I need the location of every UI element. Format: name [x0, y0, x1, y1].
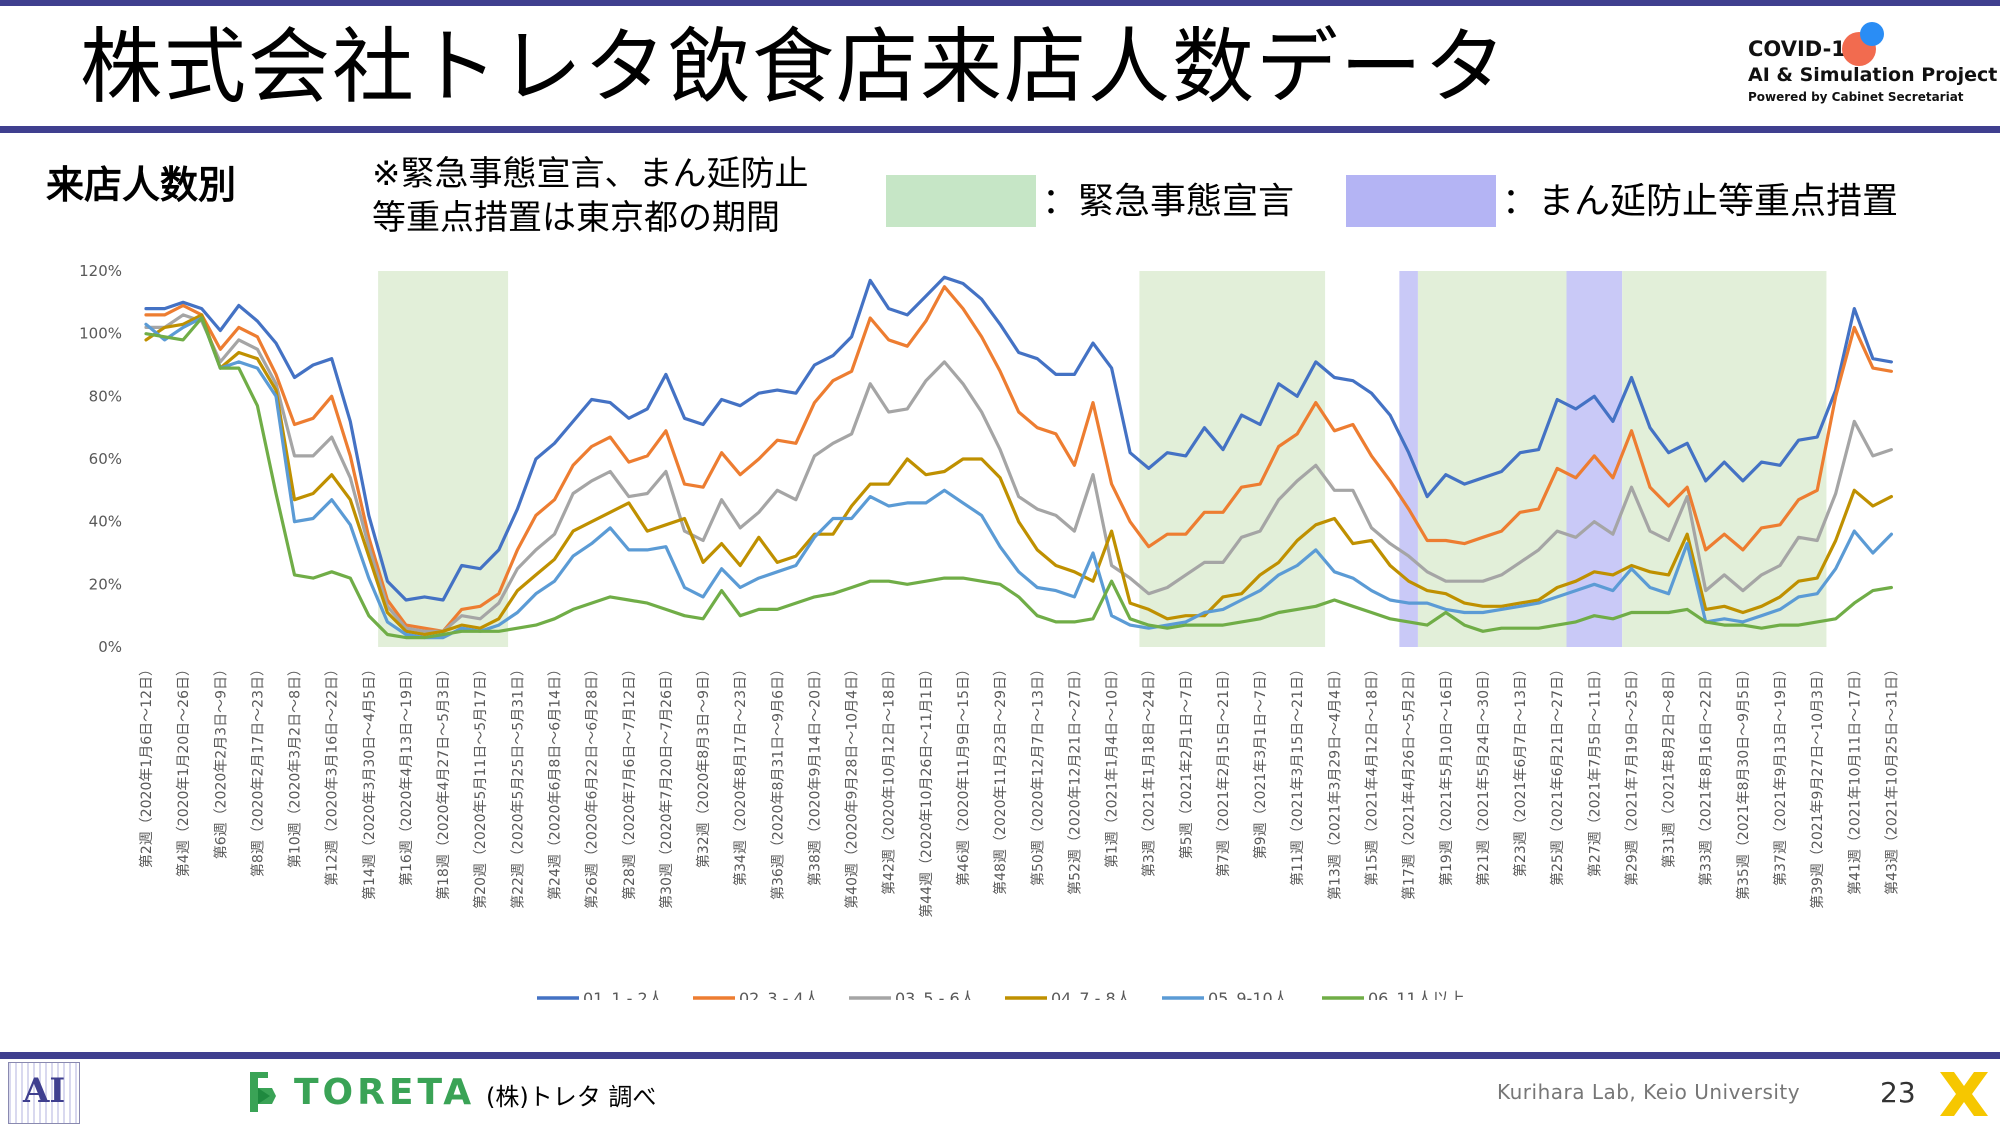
note-line1: ※緊急事態宣言、まん延防止: [372, 154, 809, 194]
emergency-swatch: [886, 175, 1036, 227]
note-line2: 等重点措置は東京都の期間: [372, 198, 780, 238]
section-label: 来店人数別: [46, 163, 237, 207]
x-tick-label: 第41週（2021年10月11日～17日）: [1846, 662, 1863, 895]
x-tick-label: 第24週（2020年6月8日～6月14日）: [547, 662, 564, 900]
series-line-6: [144, 316, 1894, 640]
x-tick-label: 第6週（2020年2月3日～9日）: [212, 662, 229, 859]
x-tick-label: 第37週（2021年9月13日～19日）: [1772, 662, 1789, 886]
axis-layer: 0% 20% 40% 60% 80% 100% 120% 第2週（2020年1月6日～12日）…: [79, 262, 1900, 918]
x-tick-label: 第48週（2020年11月23日～29日）: [992, 662, 1009, 895]
x-tick-label: 第3週（2021年1月18日～24日）: [1141, 662, 1158, 877]
ai-logo-glyph: AI: [23, 1071, 66, 1111]
x-tick-label: 第43週（2021年10月25日～31日）: [1883, 662, 1900, 895]
x-tick-label: 第35週（2021年8月30日～9月5日）: [1735, 662, 1752, 900]
x-tick-label: 第15週（2021年4月12日～18日）: [1364, 662, 1381, 886]
legend-label-3: 03_5 - 6人: [895, 989, 976, 1000]
priority-legend-text: ：まん延防止等重点措置: [1502, 181, 1899, 222]
x-tick-label: 第46週（2020年11月9日～15日）: [955, 662, 972, 886]
cross-logo-icon: [1940, 1072, 1988, 1116]
brand-line1: COVID-19: [1748, 37, 1861, 61]
y-tick-label: 20%: [89, 575, 122, 593]
x-tick-label: 第12週（2020年3月16日～22日）: [324, 662, 341, 886]
x-tick-label: 第4週（2020年1月20日～26日）: [175, 662, 192, 877]
x-tick-label: 第39週（2021年9月27日～10月3日）: [1809, 662, 1826, 909]
ai-lab-logo: AI: [8, 1062, 80, 1124]
x-tick-label: 第8週（2020年2月17日～23日）: [249, 662, 266, 877]
x-tick-label: 第11週（2021年3月15日～21日）: [1289, 662, 1306, 886]
series-line-5: [144, 316, 1894, 640]
page-title: 株式会社トレタ飲食店来店人数データ: [80, 20, 1509, 115]
x-tick-label: 第32週（2020年8月3日～9日）: [695, 662, 712, 868]
period-note: ※緊急事態宣言、まん延防止 等重点措置は東京都の期間: [372, 152, 809, 240]
y-tick-label: 40%: [89, 513, 122, 531]
y-tick-label: 0%: [98, 638, 122, 656]
x-tick-label: 第44週（2020年10月26日～11月1日）: [918, 662, 935, 918]
x-tick-label: 第1週（2021年1月4日～10日）: [1104, 662, 1121, 868]
x-tick-label: 第33週（2021年8月16日～22日）: [1698, 662, 1715, 886]
toreta-logo-icon: [250, 1072, 276, 1112]
x-tick-label: 第40週（2020年9月28日～10月4日）: [844, 662, 861, 909]
toreta-wordmark: TORETA: [294, 1072, 476, 1113]
lab-credit: Kurihara Lab, Keio University: [1497, 1080, 1801, 1104]
x-tick-label: 第27週（2021年7月5日～11日）: [1586, 662, 1603, 877]
x-tick-label: 第17週（2021年4月26日～5月2日）: [1401, 662, 1418, 900]
y-tick-label: 60%: [89, 450, 122, 468]
x-tick-label: 第13週（2021年3月29日～4月4日）: [1326, 662, 1343, 900]
x-tick-label: 第21週（2021年5月24日～30日）: [1475, 662, 1492, 886]
brand-line2: AI & Simulation Project: [1748, 64, 1998, 86]
x-tick-label: 第26週（2020年6月22日～6月28日）: [584, 662, 601, 909]
x-tick-label: 第31週（2021年8月2日～8日）: [1661, 662, 1678, 868]
x-tick-label: 第52週（2020年12月21日～27日）: [1066, 662, 1083, 895]
series-layer: [144, 275, 1894, 640]
x-tick-label: 第9週（2021年3月1日～7日）: [1252, 662, 1269, 859]
series-legend: 01_1 - 2人 02_3 - 4人 03_5 - 6人 04_7 - 8人 05_9…: [537, 989, 1465, 1000]
y-tick-label: 100%: [79, 325, 122, 343]
legend-label-6: 06_11人以上: [1368, 989, 1465, 1000]
x-tick-label: 第19週（2021年5月10日～16日）: [1438, 662, 1455, 886]
x-tick-label: 第42週（2020年10月12日～18日）: [881, 662, 898, 895]
covid-project-logo: COVID-19 AI & Simulation Project Powered…: [1748, 22, 1998, 106]
priority-period-band: [1399, 271, 1418, 647]
y-tick-label: 120%: [79, 262, 122, 280]
x-tick-label: 第38週（2020年9月14日～20日）: [806, 662, 823, 886]
emergency-period-band: [1417, 271, 1567, 647]
x-tick-label: 第23週（2021年6月7日～13日）: [1512, 662, 1529, 877]
footer-divider: [0, 1052, 2000, 1059]
x-tick-label: 第25週（2021年6月21日～27日）: [1549, 662, 1566, 886]
x-tick-label: 第50週（2020年12月7日～13日）: [1029, 662, 1046, 886]
emergency-period-band: [1139, 271, 1326, 647]
series-line-1: [144, 275, 1894, 602]
x-tick-label: 第16週（2020年4月13日～19日）: [398, 662, 415, 886]
x-tick-label: 第5週（2021年2月1日～7日）: [1178, 662, 1195, 859]
x-tick-label: 第29週（2021年7月19日～25日）: [1623, 662, 1640, 886]
emergency-period-band: [1622, 271, 1827, 647]
source-note: (株)トレタ 調べ: [486, 1083, 657, 1111]
x-tick-label: 第30週（2020年7月20日～7月26日）: [658, 662, 675, 909]
logo-dot-blue: [1860, 22, 1884, 46]
legend-label-1: 01_1 - 2人: [583, 989, 664, 1000]
legend-label-5: 05_9-10人: [1208, 989, 1289, 1000]
y-tick-label: 80%: [89, 387, 122, 405]
legend-label-4: 04_7 - 8人: [1051, 989, 1132, 1000]
top-border: [0, 0, 2000, 6]
x-tick-label: 第34週（2020年8月17日～23日）: [732, 662, 749, 886]
brand-line3: Powered by Cabinet Secretariat: [1748, 90, 1964, 104]
emergency-period-band: [378, 271, 509, 647]
x-tick-label: 第14週（2020年3月30日～4月5日）: [361, 662, 378, 900]
x-tick-label: 第7週（2021年2月15日～21日）: [1215, 662, 1232, 877]
header-divider: [0, 126, 2000, 133]
x-tick-label: 第36週（2020年8月31日～9月6日）: [769, 662, 786, 900]
page-number: 23: [1880, 1076, 1916, 1109]
priority-swatch: [1346, 175, 1496, 227]
series-line-4: [144, 313, 1894, 637]
x-tick-label: 第22週（2020年5月25日～5月31日）: [509, 662, 526, 909]
visitor-count-line-chart: 0% 20% 40% 60% 80% 100% 120% 第2週（2020年1月6日～12日）…: [79, 262, 1900, 1000]
x-tick-label: 第18週（2020年4月27日～5月3日）: [435, 662, 452, 900]
x-tick-label: 第10週（2020年3月2日～8日）: [287, 662, 304, 868]
x-tick-label: 第2週（2020年1月6日～12日）: [138, 662, 155, 868]
x-tick-label: 第20週（2020年5月11日～5月17日）: [472, 662, 489, 909]
emergency-legend-text: ：緊急事態宣言: [1042, 181, 1295, 222]
x-tick-label: 第28週（2020年7月6日～7月12日）: [621, 662, 638, 900]
legend-label-2: 02_3 - 4人: [739, 989, 820, 1000]
